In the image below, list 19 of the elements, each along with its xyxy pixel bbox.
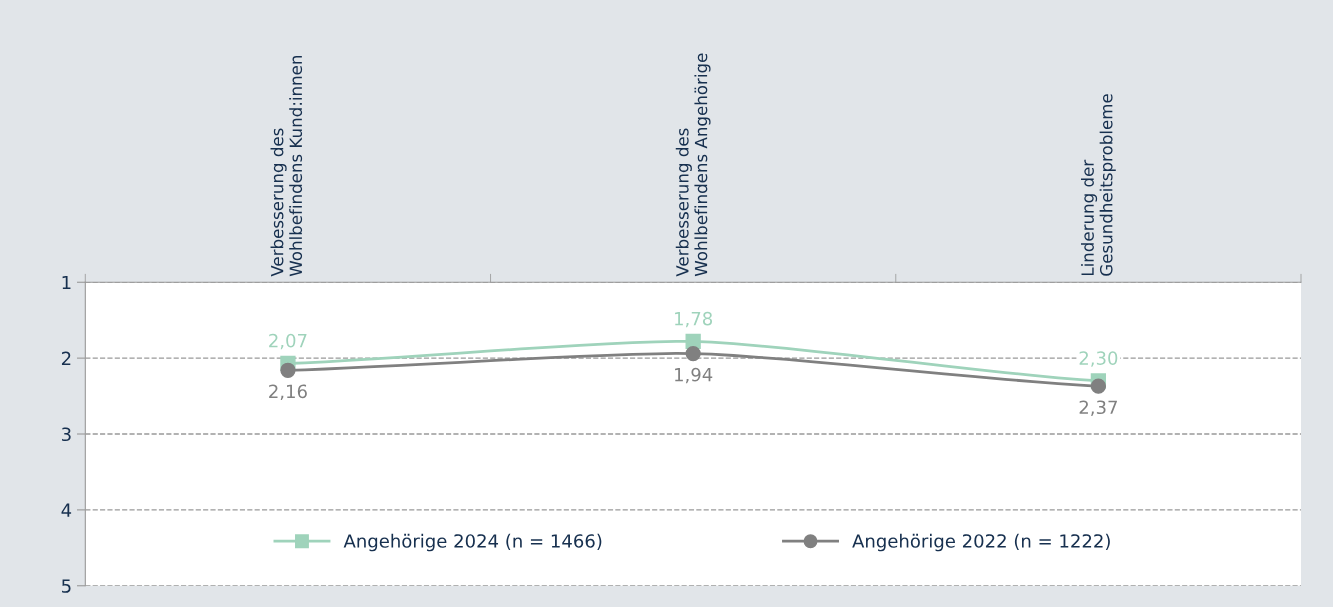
data-label: 2,07 [269,333,307,350]
x-tick-label: Linderung der Gesundheitsprobleme [1081,94,1116,276]
data-label: 2,37 [1079,400,1117,416]
legend-label: Angehörige 2024 (n = 1466) [343,533,602,552]
y-tick-label: 3 [62,427,71,442]
y-tick-label: 2 [61,351,71,365]
data-label: 2,30 [1079,351,1118,367]
y-tick-label: 1 [62,275,71,290]
y-tick-label: 5 [62,579,71,593]
point [280,362,296,378]
data-label: 1,78 [675,311,713,328]
data-label: 2,16 [269,384,307,400]
y-tick-label: 4 [61,503,72,517]
point [1090,378,1107,394]
point [685,345,701,362]
data-label: 1,94 [675,367,713,384]
x-tick-label: Verbesserung des Wohlbefindens Angehörige [675,53,711,277]
x-tick-label: Verbesserung des Wohlbefindens Kund:innen [270,55,303,277]
legend-label: Angehörige 2022 (n = 1222) [852,533,1110,552]
